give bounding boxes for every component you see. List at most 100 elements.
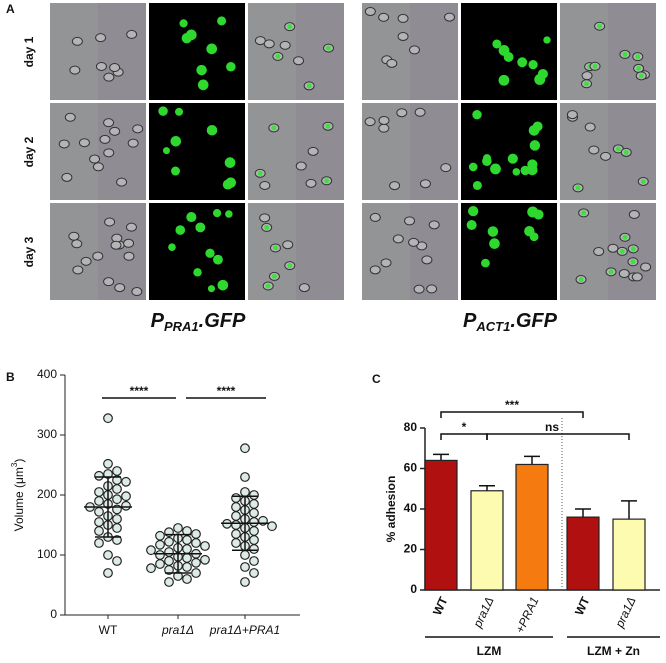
data-point xyxy=(240,577,250,587)
y-tick-label: 0 xyxy=(410,582,417,596)
data-point xyxy=(164,547,174,557)
cell xyxy=(125,222,137,232)
cell xyxy=(380,258,392,268)
data-point xyxy=(164,556,174,566)
y-tick-label: 60 xyxy=(404,461,418,475)
cell xyxy=(419,179,431,189)
gfp-spot xyxy=(324,178,330,184)
cell xyxy=(92,162,104,172)
cell xyxy=(123,251,135,261)
data-point xyxy=(112,466,122,476)
cell xyxy=(109,126,121,136)
cell xyxy=(89,154,101,164)
gfp-cell xyxy=(482,156,492,166)
data-point xyxy=(191,529,201,539)
data-point xyxy=(249,517,259,527)
gfp-cell xyxy=(517,57,528,68)
data-point xyxy=(240,443,250,454)
cell xyxy=(364,6,376,16)
y-tick-label: 400 xyxy=(37,367,57,381)
significance-label: **** xyxy=(130,384,149,398)
significance-label: *** xyxy=(505,398,519,412)
error-bar xyxy=(621,500,637,520)
cell xyxy=(593,246,605,256)
micrograph xyxy=(560,3,656,100)
caption-suffix: .GFP xyxy=(510,310,557,332)
data-point xyxy=(231,520,241,530)
gfp-cell xyxy=(487,226,499,237)
cell xyxy=(305,178,317,188)
sd-bar xyxy=(95,476,121,538)
cell xyxy=(588,145,600,155)
micrograph xyxy=(560,103,656,200)
significance-label: **** xyxy=(217,384,236,398)
cell xyxy=(103,72,115,82)
gfp-cell xyxy=(527,206,539,218)
cell xyxy=(95,33,107,43)
micrograph xyxy=(461,3,557,100)
cell xyxy=(600,151,612,161)
cell xyxy=(114,283,126,293)
data-point xyxy=(231,529,241,539)
y-axis-label-part: Volume (μm xyxy=(12,467,26,531)
cell xyxy=(408,237,420,247)
cell xyxy=(64,112,76,122)
cell xyxy=(99,134,111,144)
data-point xyxy=(164,536,174,547)
data-point xyxy=(155,559,165,569)
gfp-spot xyxy=(619,248,625,254)
image-background xyxy=(149,3,245,100)
data-point xyxy=(249,508,259,518)
data-point xyxy=(155,539,165,550)
cell xyxy=(259,180,271,190)
gfp-spot xyxy=(638,73,644,79)
gfp-cell xyxy=(186,212,197,223)
cell xyxy=(397,13,409,23)
data-point xyxy=(231,511,241,521)
micrograph xyxy=(149,3,245,100)
data-point xyxy=(112,514,122,524)
cell xyxy=(282,240,294,250)
gfp-spot xyxy=(578,276,584,282)
y-tick-label: 0 xyxy=(50,607,57,621)
gfp-spot xyxy=(630,259,636,265)
cell xyxy=(386,58,398,68)
cell xyxy=(293,56,305,66)
gfp-spot xyxy=(306,83,312,89)
cell xyxy=(378,12,390,22)
caption-prefix: P xyxy=(151,310,165,332)
data-point xyxy=(112,523,122,533)
x-tick-label: pra1Δ xyxy=(470,595,497,631)
data-point xyxy=(249,556,259,566)
cell xyxy=(69,65,81,75)
gfp-spot xyxy=(622,234,628,240)
image-background xyxy=(362,103,458,200)
micrograph xyxy=(248,203,344,300)
group-label: LZM xyxy=(477,644,502,658)
cell xyxy=(131,287,143,297)
gfp-cell xyxy=(193,268,202,277)
gfp-spot xyxy=(287,263,293,269)
data-point xyxy=(94,526,104,536)
x-tick-label: WT xyxy=(430,594,451,617)
gfp-cell xyxy=(490,163,501,175)
data-point xyxy=(146,545,156,556)
gfp-cell xyxy=(195,222,206,233)
gfp-cell xyxy=(528,59,538,70)
cell xyxy=(110,240,122,250)
significance-label: ns xyxy=(545,420,559,434)
micrograph xyxy=(248,103,344,200)
image-shade xyxy=(50,3,98,100)
bar xyxy=(612,518,646,591)
cell xyxy=(103,277,115,287)
data-point xyxy=(121,491,131,502)
data-point xyxy=(249,568,259,578)
gfp-cell xyxy=(498,45,510,56)
gfp-cell xyxy=(512,168,521,176)
cell xyxy=(92,251,104,261)
image-shade xyxy=(50,203,98,300)
data-point xyxy=(103,458,113,469)
x-tick-label: pra1Δ+PRA1 xyxy=(209,623,280,637)
micrograph xyxy=(362,103,458,200)
gfp-cell xyxy=(175,107,184,116)
